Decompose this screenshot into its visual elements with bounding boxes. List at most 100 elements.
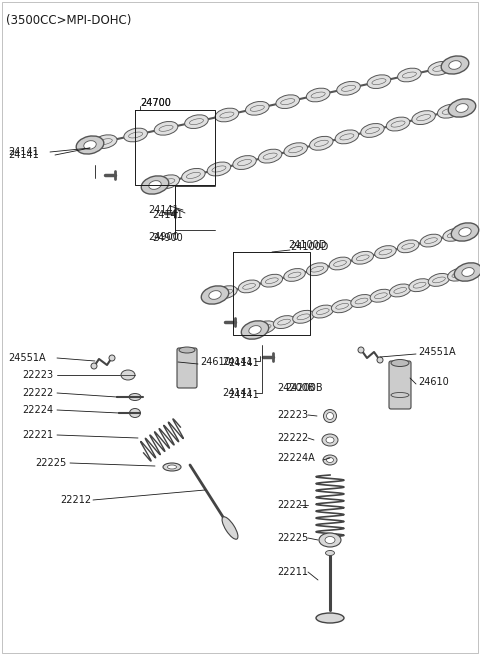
Ellipse shape (451, 223, 479, 241)
Text: 24141: 24141 (152, 210, 183, 220)
Ellipse shape (441, 56, 469, 74)
Text: 24551A: 24551A (418, 347, 456, 357)
Text: 24141: 24141 (148, 205, 179, 215)
Ellipse shape (437, 104, 461, 118)
Circle shape (91, 363, 97, 369)
Ellipse shape (409, 279, 431, 291)
Text: 24610: 24610 (418, 377, 449, 387)
Ellipse shape (335, 130, 359, 144)
Ellipse shape (163, 463, 181, 471)
Ellipse shape (326, 437, 334, 443)
Ellipse shape (293, 310, 314, 324)
Text: 22212: 22212 (60, 495, 91, 505)
Text: 22225: 22225 (35, 458, 66, 468)
Text: 24100D: 24100D (288, 240, 326, 250)
Ellipse shape (209, 291, 221, 299)
Ellipse shape (124, 128, 147, 142)
Ellipse shape (307, 263, 328, 276)
Ellipse shape (326, 457, 334, 462)
Text: 24700: 24700 (140, 98, 171, 108)
Ellipse shape (449, 61, 461, 69)
Text: 24141: 24141 (222, 388, 253, 398)
FancyBboxPatch shape (177, 348, 197, 388)
Ellipse shape (462, 268, 474, 276)
Ellipse shape (84, 141, 96, 149)
Ellipse shape (459, 228, 471, 236)
Ellipse shape (216, 286, 237, 299)
Ellipse shape (443, 229, 465, 241)
Ellipse shape (386, 117, 410, 131)
Ellipse shape (222, 517, 238, 539)
Ellipse shape (367, 75, 391, 88)
Ellipse shape (276, 95, 300, 109)
Text: 24700: 24700 (140, 98, 171, 108)
Text: 24200B: 24200B (277, 383, 314, 393)
Text: 22211: 22211 (277, 567, 308, 577)
Ellipse shape (185, 115, 208, 128)
Ellipse shape (168, 465, 177, 469)
FancyBboxPatch shape (389, 361, 411, 409)
Text: 24200B: 24200B (285, 383, 323, 393)
Ellipse shape (325, 536, 335, 544)
Ellipse shape (241, 321, 269, 339)
Ellipse shape (397, 240, 419, 253)
Ellipse shape (337, 81, 360, 95)
Ellipse shape (254, 321, 276, 334)
Ellipse shape (324, 409, 336, 422)
Text: 22224: 22224 (22, 405, 53, 415)
Ellipse shape (249, 326, 261, 334)
Ellipse shape (310, 136, 333, 150)
Ellipse shape (284, 143, 308, 157)
Text: 22223: 22223 (22, 370, 53, 380)
Ellipse shape (284, 269, 305, 282)
Ellipse shape (245, 102, 269, 115)
Text: 24141: 24141 (228, 390, 259, 400)
Circle shape (358, 347, 364, 353)
Text: 24141: 24141 (222, 357, 253, 367)
Ellipse shape (141, 176, 169, 194)
Ellipse shape (129, 394, 141, 400)
Ellipse shape (391, 360, 409, 367)
Ellipse shape (201, 286, 229, 304)
Text: (3500CC>MPI-DOHC): (3500CC>MPI-DOHC) (6, 14, 132, 27)
Ellipse shape (233, 156, 256, 170)
Ellipse shape (156, 175, 180, 189)
Circle shape (377, 357, 383, 363)
Text: 22225: 22225 (277, 533, 308, 543)
Ellipse shape (181, 168, 205, 182)
Ellipse shape (154, 121, 178, 135)
Ellipse shape (360, 124, 384, 138)
Ellipse shape (375, 246, 396, 259)
Ellipse shape (322, 434, 338, 446)
Text: 24141: 24141 (228, 358, 259, 368)
Ellipse shape (325, 550, 335, 555)
Text: 24900: 24900 (152, 233, 183, 243)
Text: 22221: 22221 (277, 500, 308, 510)
Text: 22222: 22222 (277, 433, 308, 443)
Text: 22222: 22222 (22, 388, 53, 398)
Ellipse shape (179, 347, 195, 353)
Ellipse shape (130, 409, 141, 417)
Ellipse shape (428, 62, 452, 75)
Ellipse shape (258, 149, 282, 163)
Text: 22221: 22221 (22, 430, 53, 440)
Ellipse shape (352, 252, 373, 264)
Text: 24610: 24610 (200, 357, 231, 367)
Ellipse shape (215, 108, 239, 122)
Text: 22223: 22223 (277, 410, 308, 420)
Ellipse shape (326, 413, 334, 419)
Ellipse shape (397, 68, 421, 82)
Ellipse shape (207, 162, 231, 176)
Ellipse shape (428, 273, 450, 286)
Ellipse shape (316, 613, 344, 623)
Ellipse shape (306, 88, 330, 102)
Ellipse shape (412, 111, 435, 124)
Text: 24100D: 24100D (290, 242, 328, 252)
Ellipse shape (370, 290, 392, 302)
Ellipse shape (329, 257, 351, 270)
Ellipse shape (447, 268, 469, 281)
Ellipse shape (331, 300, 353, 312)
Ellipse shape (389, 284, 411, 297)
Ellipse shape (319, 533, 341, 547)
Text: 24141: 24141 (8, 147, 39, 157)
